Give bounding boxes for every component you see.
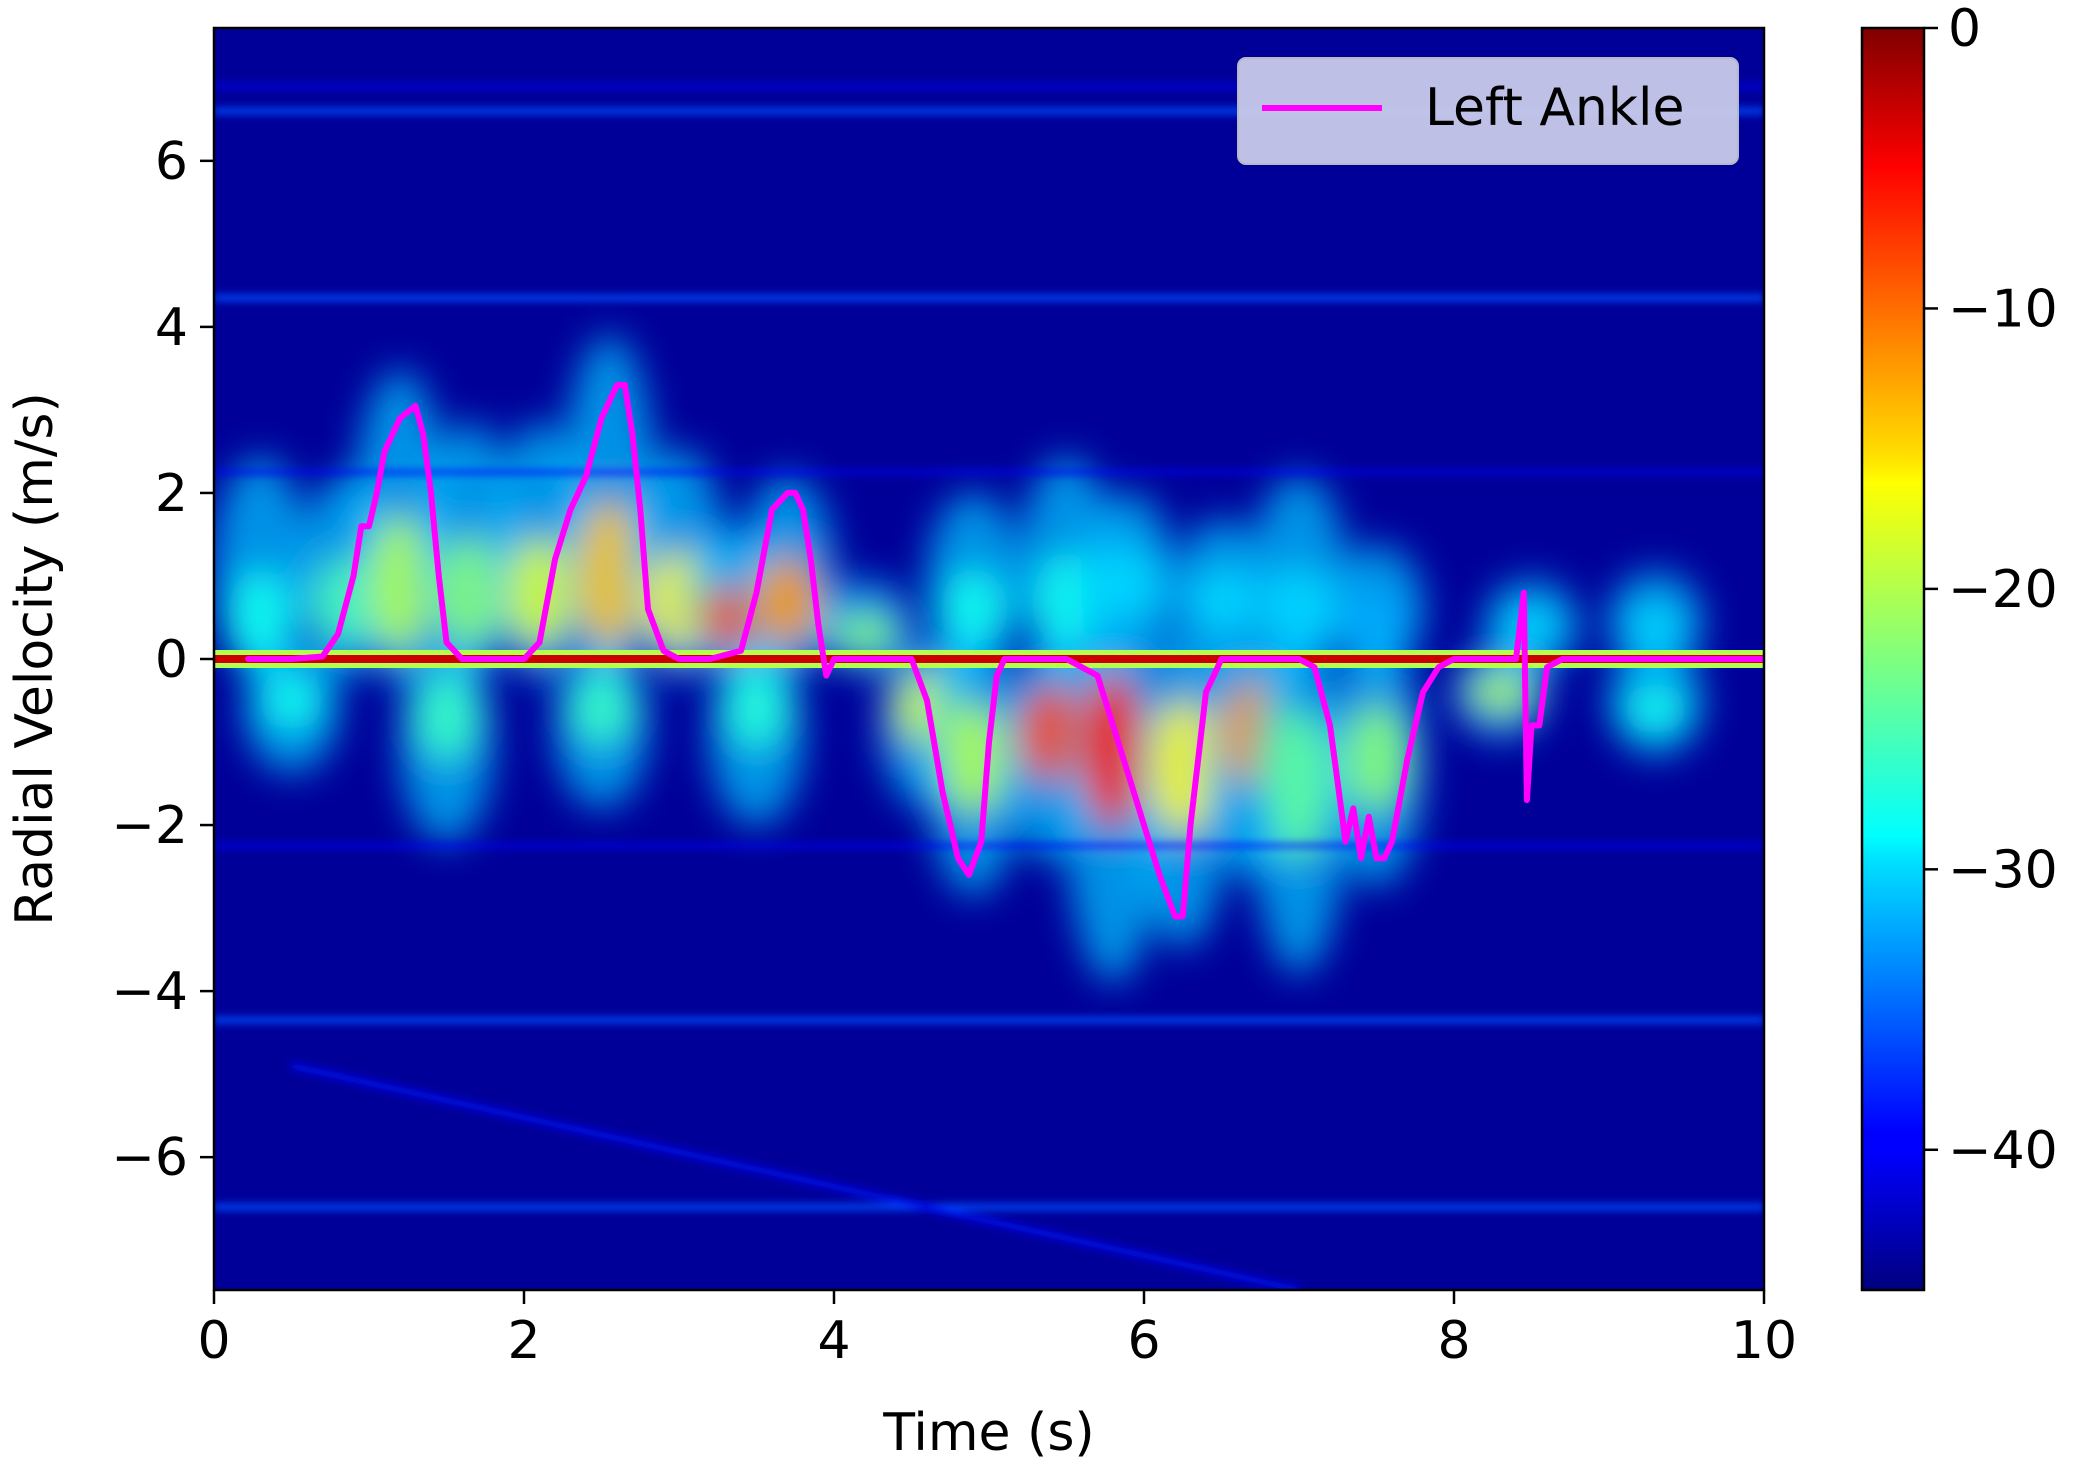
y-axis: −6 −4 −2 0 2 4 6 [111, 132, 214, 1188]
colorbar-tick-label: −40 [1948, 1121, 2058, 1181]
heatmap-layer [214, 83, 1764, 1290]
positive-blob-core-12 [1095, 542, 1162, 626]
y-tick-label: 2 [155, 464, 188, 524]
y-tick-label: 0 [155, 630, 188, 690]
colorbar-tick-label: 0 [1948, 0, 1981, 59]
colorbar-frame [1860, 26, 1926, 1292]
y-axis-label: Radial Velocity (m/s) [5, 392, 65, 926]
legend-label-left-ankle: Left Ankle [1425, 78, 1684, 138]
colorbar-tick-label: −10 [1948, 279, 2058, 339]
positive-blob-core-13 [1188, 565, 1255, 637]
positive-blob-core-3 [437, 534, 503, 651]
negative-blob-core-10 [1266, 707, 1332, 860]
y-tick-label: −2 [111, 796, 188, 856]
positive-blob-core-17 [1622, 602, 1689, 649]
x-tick-label: 8 [1437, 1311, 1470, 1371]
positive-blob-core-10 [940, 567, 1007, 651]
heatmap-energy-group [214, 335, 1704, 983]
y-tick-label: −6 [111, 1128, 188, 1188]
x-tick-label: 4 [817, 1311, 850, 1371]
x-tick-label: 2 [507, 1311, 540, 1371]
y-tick-label: −4 [111, 962, 188, 1022]
colorbar-gradient [1862, 28, 1924, 1290]
positive-blob-core-0 [227, 567, 294, 668]
positive-blob-core-2 [367, 514, 433, 655]
colorbar: 0 −10 −20 −30 −40 [1860, 0, 2058, 1292]
negative-blob-core-7 [1080, 671, 1146, 829]
colorbar-ticks: 0 −10 −20 −30 −40 [1924, 0, 2058, 1181]
heatmap-lines-group [214, 83, 1764, 1290]
negative-blob-core-5 [940, 700, 1007, 817]
negative-blob-core-1 [413, 671, 480, 763]
negative-blob-core-12 [1467, 671, 1534, 714]
legend-box [1237, 57, 1739, 165]
positive-blob-core-5 [576, 497, 642, 655]
legend: Left Ankle [1237, 57, 1739, 165]
y-tick-label: 4 [155, 298, 188, 358]
negative-blob-core-13 [1622, 683, 1689, 734]
negative-blob-core-0 [258, 671, 325, 730]
x-axis: 0 2 4 6 8 10 [197, 1290, 1797, 1371]
y-tick-label: 6 [155, 132, 188, 192]
series-layer [245, 382, 1764, 920]
colorbar-tick-label: −20 [1948, 560, 2058, 620]
positive-blob-core-14 [1266, 563, 1332, 655]
zero-band-core [214, 655, 1764, 663]
x-tick-label: 10 [1731, 1311, 1797, 1371]
positive-blob-core-16 [1498, 604, 1565, 647]
negative-blob-core-2 [568, 671, 635, 747]
x-tick-label: 0 [197, 1311, 230, 1371]
diagonal-line [290, 1062, 1300, 1290]
x-tick-label: 6 [1127, 1311, 1160, 1371]
positive-blob-core-8 [754, 555, 821, 647]
series-line-0 [245, 382, 1764, 920]
positive-blob-core-9 [832, 613, 898, 656]
x-axis-label: Time (s) [882, 1403, 1094, 1463]
negative-blob-core-11 [1343, 702, 1410, 815]
positive-blob-core-15 [1343, 588, 1410, 647]
colorbar-tick-label: −30 [1948, 840, 2058, 900]
negative-blob-core-3 [723, 667, 790, 751]
